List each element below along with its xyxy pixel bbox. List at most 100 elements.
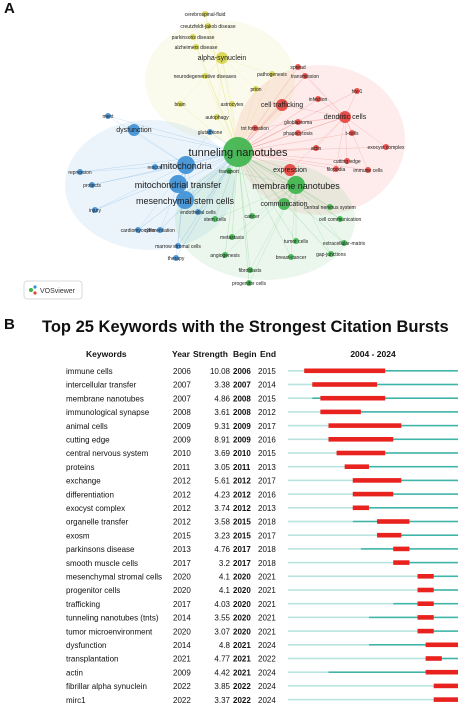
network-node-label: cutting edge xyxy=(333,159,360,165)
network-node-label: mitochondria xyxy=(160,161,212,171)
burst-row: exocyst complex 2012 3.74 2012 2013 xyxy=(66,504,458,513)
row-end: 2021 xyxy=(258,627,276,636)
network-node xyxy=(253,86,259,92)
burst-bar xyxy=(328,437,394,442)
network-node-label: cardiomyocytes xyxy=(121,228,156,234)
timeline-active xyxy=(320,411,458,413)
network-node-label: cell communication xyxy=(319,217,362,223)
link-line xyxy=(344,116,387,148)
timeline-before xyxy=(288,507,353,509)
burst-row: cutting edge 2009 8.91 2009 2016 xyxy=(66,436,458,445)
row-year: 2020 xyxy=(173,627,191,636)
network-node xyxy=(278,198,290,210)
network-node-label: communication xyxy=(260,201,307,208)
header-year: Year xyxy=(172,349,191,359)
row-keyword: tunneling nanotubes (tnts) xyxy=(66,614,159,623)
link-line xyxy=(304,75,346,118)
timeline-before xyxy=(288,411,321,413)
vosviewer-badge: VOSviewer xyxy=(23,280,83,300)
network-node xyxy=(284,164,296,176)
row-year: 2013 xyxy=(173,545,191,554)
row-year: 2007 xyxy=(173,394,191,403)
row-year: 2012 xyxy=(173,477,191,486)
timeline-active xyxy=(393,561,458,564)
timeline-before xyxy=(288,589,418,591)
burst-row: tunneling nanotubes (tnts) 2014 3.55 2020 20… xyxy=(66,614,458,623)
network-node xyxy=(295,64,301,70)
row-begin: 2012 xyxy=(233,477,251,486)
header-strength: Strength xyxy=(193,349,228,359)
timeline-before xyxy=(288,452,337,454)
network-node xyxy=(349,130,355,136)
network-links xyxy=(79,13,387,284)
link-line xyxy=(289,116,346,171)
link-line xyxy=(107,115,239,153)
row-keyword: proteins xyxy=(66,463,94,472)
cluster-halo-yellow xyxy=(145,20,295,140)
timeline-active xyxy=(417,575,458,578)
row-begin: 2017 xyxy=(233,559,251,568)
network-node xyxy=(157,227,163,233)
row-year: 2012 xyxy=(173,518,191,527)
network-node-label: marrow stromal cells xyxy=(155,244,201,250)
network-node-label: spread xyxy=(290,65,306,71)
link-line xyxy=(249,184,297,271)
timeline-before xyxy=(288,548,361,550)
burst-row: proteins 2011 3.05 2011 2013 xyxy=(66,463,458,472)
row-keyword: central nervous system xyxy=(66,449,149,458)
row-end: 2013 xyxy=(258,463,276,472)
row-begin: 2020 xyxy=(233,600,251,609)
row-begin: 2009 xyxy=(233,422,251,431)
timeline-active xyxy=(352,479,458,482)
row-begin: 2007 xyxy=(233,381,251,390)
cluster-halo-blue xyxy=(65,120,235,250)
timeline-active xyxy=(328,671,458,673)
link-line xyxy=(237,151,331,208)
network-node-label: fibroblasts xyxy=(239,268,262,274)
row-strength: 3.61 xyxy=(214,408,230,417)
network-node xyxy=(214,114,220,120)
row-strength: 9.31 xyxy=(214,422,230,431)
row-strength: 5.61 xyxy=(214,477,230,486)
row-year: 2009 xyxy=(173,422,191,431)
row-end: 2024 xyxy=(258,641,276,650)
link-line xyxy=(237,132,353,153)
row-year: 2020 xyxy=(173,573,191,582)
row-strength: 4.76 xyxy=(214,545,230,554)
link-line xyxy=(295,184,345,244)
link-line xyxy=(224,151,239,256)
network-node xyxy=(128,124,140,136)
row-end: 2015 xyxy=(258,367,276,376)
timeline-active xyxy=(336,452,458,454)
network-node-label: injury xyxy=(89,208,101,214)
row-begin: 2021 xyxy=(233,655,251,664)
network-node xyxy=(173,255,179,261)
network-node xyxy=(315,96,321,102)
network-node-label: breast-cancer xyxy=(276,255,307,261)
burst-row: animal cells 2009 9.31 2009 2017 xyxy=(66,422,458,431)
row-strength: 3.74 xyxy=(214,504,230,513)
link-line xyxy=(237,151,250,284)
network-node xyxy=(328,251,334,257)
row-begin: 2021 xyxy=(233,641,251,650)
link-line xyxy=(137,151,239,231)
row-end: 2021 xyxy=(258,573,276,582)
burst-row: intercellular transfer 2007 3.38 2007 2014 xyxy=(66,381,458,390)
burst-row: exosm 2015 3.23 2015 2017 xyxy=(66,531,458,540)
row-keyword: cutting edge xyxy=(66,436,110,445)
row-strength: 4.23 xyxy=(214,490,230,499)
link-line xyxy=(344,116,369,171)
network-node-label: astrocytes xyxy=(221,102,244,108)
network-node-label: actin xyxy=(311,146,322,152)
network-node-label: t-cells xyxy=(345,131,359,137)
network-node-label: tunneling nanotubes xyxy=(188,147,288,159)
network-node-label: tumor cells xyxy=(284,239,309,245)
burst-bar xyxy=(425,669,458,675)
row-keyword: mesenchymal stromal cells xyxy=(66,573,162,582)
network-node-label: endothelial cells xyxy=(180,210,216,216)
row-end: 2024 xyxy=(258,696,276,705)
network-node xyxy=(152,164,158,170)
burst-bar xyxy=(304,368,386,374)
row-begin: 2020 xyxy=(233,586,251,595)
network-node xyxy=(226,168,232,174)
